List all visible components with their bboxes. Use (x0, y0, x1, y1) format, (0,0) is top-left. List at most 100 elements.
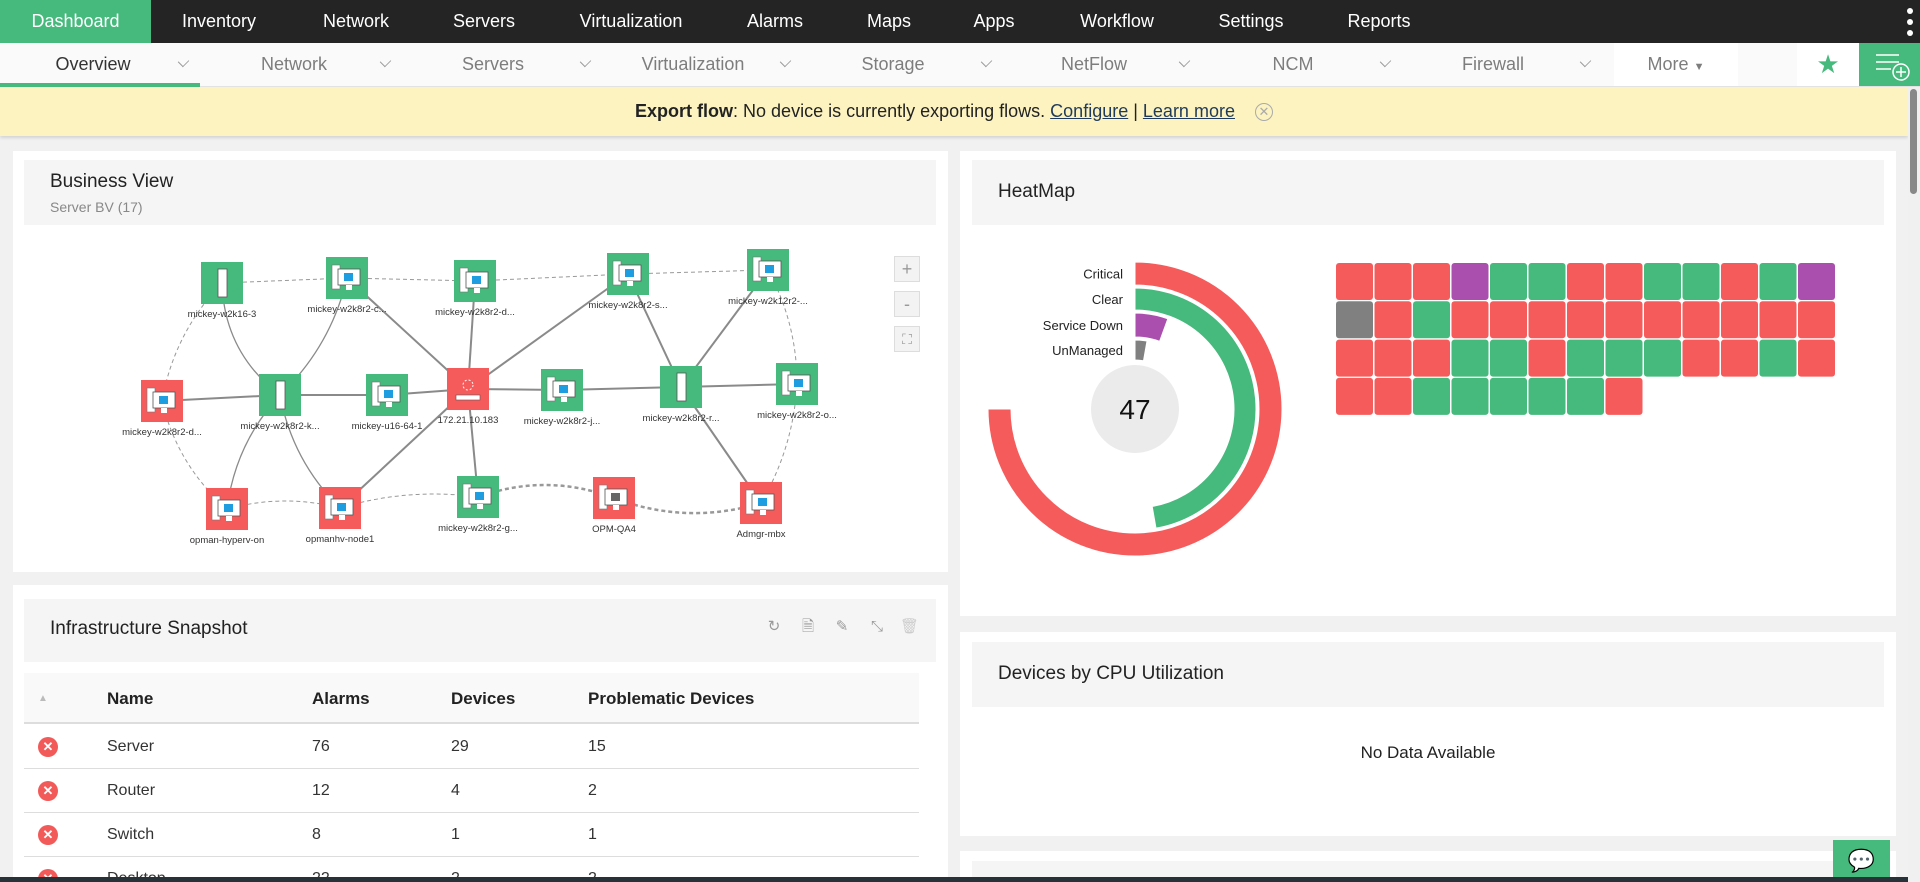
heatmap-cell[interactable] (1490, 339, 1527, 377)
nav-dashboard[interactable]: Dashboard (0, 0, 151, 43)
nav-servers[interactable]: Servers (452, 11, 516, 31)
device-node[interactable]: OPM-QA4 (592, 477, 636, 535)
row-name[interactable]: Server (107, 738, 155, 755)
nav-virtualization[interactable]: Virtualization (579, 11, 683, 31)
device-node[interactable]: opman-hyperv-on (190, 488, 264, 546)
device-node[interactable]: mickey-w2k8r2-j... (524, 369, 601, 427)
add-widget-button[interactable] (1859, 43, 1920, 86)
device-node[interactable]: mickey-w2k16-3 (188, 262, 257, 320)
row-devices[interactable]: 4 (451, 782, 460, 799)
row-problematic[interactable]: 1 (588, 826, 597, 843)
device-node[interactable]: 172.21.10.183 (438, 368, 499, 426)
nav-apps[interactable]: Apps (973, 11, 1015, 31)
heatmap-cell[interactable] (1682, 263, 1720, 300)
heatmap-cell[interactable] (1413, 339, 1450, 377)
heatmap-cell[interactable] (1682, 301, 1720, 339)
nav-reports[interactable]: Reports (1347, 11, 1411, 31)
nav-inventory[interactable]: Inventory (181, 11, 257, 31)
radial-bar-service-down[interactable] (1134, 312, 1169, 342)
fit-to-screen-icon[interactable]: ⛶ (894, 326, 920, 352)
table-row[interactable]: ✕ Switch 8 1 1 (24, 813, 919, 857)
heatmap-cell[interactable] (1759, 301, 1797, 339)
chevron-down-icon[interactable] (1178, 55, 1191, 68)
configure-link[interactable]: Configure (1050, 101, 1129, 121)
subtab-firewall[interactable]: Firewall (1461, 54, 1525, 74)
heatmap-cell[interactable] (1336, 339, 1373, 377)
row-name[interactable]: Router (107, 782, 156, 799)
edit-icon[interactable]: ✎ (835, 618, 849, 635)
device-node[interactable]: mickey-u16-64-1 (352, 374, 423, 432)
nav-settings[interactable]: Settings (1218, 11, 1284, 31)
row-problematic[interactable]: 2 (588, 782, 597, 799)
delete-icon[interactable]: 🗑 (900, 618, 920, 635)
heatmap-cell[interactable] (1374, 377, 1412, 415)
chevron-down-icon[interactable] (1379, 55, 1392, 68)
subtab-overview[interactable]: Overview (55, 54, 131, 74)
more-options-icon[interactable] (1906, 8, 1914, 36)
heatmap-cell[interactable] (1567, 339, 1604, 377)
heatmap-cell[interactable] (1374, 301, 1412, 339)
page-scrollbar[interactable] (1908, 87, 1920, 882)
subtab-virtualization[interactable]: Virtualization (641, 54, 745, 74)
heatmap-cell[interactable] (1759, 263, 1797, 300)
heatmap-cell[interactable] (1721, 301, 1758, 339)
heatmap-cell[interactable] (1490, 377, 1527, 415)
chevron-down-icon[interactable] (1579, 55, 1592, 68)
heatmap-cell[interactable] (1374, 339, 1412, 377)
row-devices[interactable]: 29 (451, 738, 469, 755)
heatmap-cell[interactable] (1490, 301, 1527, 339)
subtab-network[interactable]: Network (260, 54, 328, 74)
subtab-ncm[interactable]: NCM (1272, 54, 1314, 74)
heatmap-cell[interactable] (1644, 263, 1681, 300)
heatmap-cell[interactable] (1528, 339, 1566, 377)
chat-icon[interactable]: 💬 (1833, 840, 1890, 882)
heatmap-cell[interactable] (1721, 263, 1758, 300)
heatmap-cell[interactable] (1721, 339, 1758, 377)
scrollbar-thumb[interactable] (1910, 89, 1917, 194)
heatmap-cell[interactable] (1644, 301, 1681, 339)
column-name[interactable]: Name (107, 689, 154, 708)
nav-alarms[interactable]: Alarms (746, 11, 804, 31)
heatmap-cell[interactable] (1798, 263, 1835, 300)
heatmap-cell[interactable] (1528, 377, 1566, 415)
favorite-star-icon[interactable]: ★ (1797, 43, 1859, 86)
heatmap-cell[interactable] (1567, 377, 1604, 415)
radial-bar-critical[interactable] (987, 261, 1283, 557)
heatmap-cell[interactable] (1567, 301, 1604, 339)
heatmap-cell[interactable] (1451, 301, 1489, 339)
nav-network[interactable]: Network (322, 11, 390, 31)
device-node[interactable]: opmanhv-node1 (306, 487, 375, 545)
heatmap-cell[interactable] (1413, 377, 1450, 415)
heatmap-cell[interactable] (1605, 263, 1643, 300)
device-node[interactable]: mickey-w2k8r2-g... (438, 476, 518, 534)
refresh-icon[interactable]: ↻ (767, 618, 781, 635)
chevron-down-icon[interactable] (980, 55, 993, 68)
heatmap-cell[interactable] (1798, 301, 1835, 339)
heatmap-cell[interactable] (1605, 339, 1643, 377)
device-node[interactable]: mickey-w2k8r2-d... (435, 260, 515, 318)
heatmap-cell[interactable] (1413, 263, 1450, 300)
heatmap-cell[interactable] (1567, 263, 1604, 300)
table-row[interactable]: ✕ Router 12 4 2 (24, 769, 919, 813)
zoom-out-button[interactable]: - (894, 291, 920, 317)
nav-workflow[interactable]: Workflow (1080, 11, 1154, 31)
row-problematic[interactable]: 15 (588, 738, 606, 755)
heatmap-cell[interactable] (1451, 339, 1489, 377)
row-alarms[interactable]: 12 (312, 782, 330, 799)
radial-bar-clear[interactable] (1134, 287, 1257, 529)
row-name[interactable]: Switch (107, 826, 155, 843)
row-problematic[interactable]: 2 (588, 870, 597, 882)
device-node[interactable]: mickey-w2k8r2-c... (307, 257, 387, 315)
heatmap-cell[interactable] (1336, 301, 1373, 339)
device-node[interactable]: mickey-w2k8r2-d... (122, 380, 202, 438)
row-devices[interactable]: 1 (451, 826, 460, 843)
device-node[interactable]: mickey-w2k8r2-r... (642, 366, 720, 424)
column-alarms[interactable]: Alarms (312, 689, 370, 708)
zoom-in-button[interactable]: + (894, 256, 920, 282)
heatmap-cell[interactable] (1528, 301, 1566, 339)
heatmap-cell[interactable] (1451, 263, 1489, 300)
subtab-netflow[interactable]: NetFlow (1060, 54, 1128, 74)
heatmap-cell[interactable] (1682, 339, 1720, 377)
device-node[interactable]: Admgr-mbx (736, 482, 786, 540)
heatmap-cell[interactable] (1644, 339, 1681, 377)
